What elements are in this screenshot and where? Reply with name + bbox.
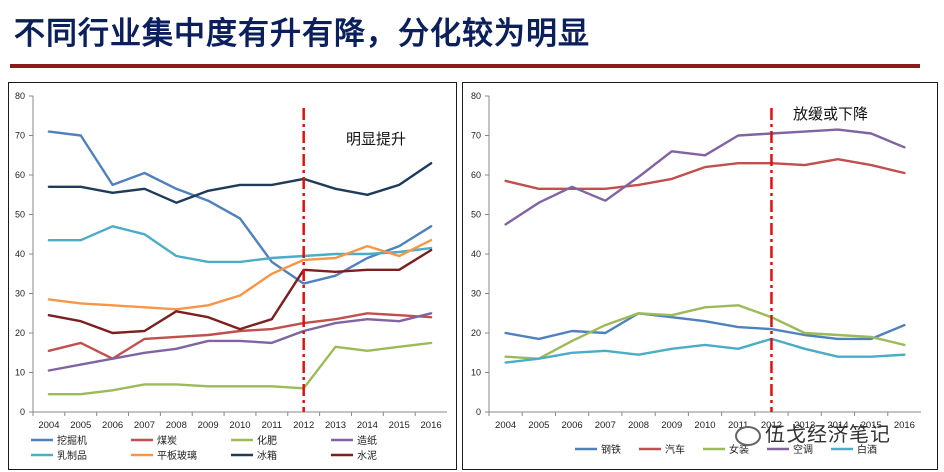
x-tick-label: 2015 [861,420,882,431]
x-tick-label: 2012 [761,420,782,431]
line-chart-falling: 0 10 20 30 40 50 60 70 80 2004 2005 2006 2007 2008 200… [471,91,921,456]
x-tick-label: 2005 [70,420,91,431]
x-tick-label: 2005 [528,420,549,431]
x-tick-label: 2010 [694,420,715,431]
x-tick-label: 2010 [229,420,250,431]
legend-label: 造纸 [357,434,377,447]
watermark-text: 伍戈经济笔记 [765,422,891,446]
x-tick-label: 2009 [198,420,219,431]
x-tick-label: 2008 [166,420,187,431]
series-line-chart0-7 [47,248,433,335]
x-tick-label: 2004 [38,420,59,431]
y-tick-label: 10 [471,368,481,378]
series-line-chart1-3 [504,128,906,226]
series-line-chart0-0 [47,130,433,285]
chart-annotation: 明显提升 [346,130,406,148]
line-chart-rising: 0 10 20 30 40 50 60 70 80 2004 2005 2006 2007 2008 200… [15,91,447,462]
y-tick-label: 70 [15,131,25,141]
wechat-icon [735,425,761,446]
series-line-chart1-1 [504,157,906,191]
y-tick-label: 0 [20,407,25,417]
y-tick-label: 60 [15,170,25,180]
x-tick-label: 2006 [102,420,123,431]
y-tick-label: 40 [471,249,481,259]
legend-label: 水泥 [357,449,377,462]
x-tick-label: 2014 [827,420,848,431]
y-tick-label: 10 [15,368,25,378]
x-tick-label: 2015 [389,420,410,431]
y-tick-label: 40 [15,249,25,259]
y-tick-label: 20 [471,328,481,338]
x-tick-label: 2007 [134,420,155,431]
x-tick-label: 2013 [325,420,346,431]
series-line-chart1-0 [504,312,906,341]
y-tick-label: 70 [471,131,481,141]
x-tick-label: 2016 [894,420,915,431]
series-line-chart1-2 [504,304,906,360]
y-tick-label: 0 [476,407,481,417]
legend-label: 煤炭 [157,434,177,447]
series-line-chart0-4 [47,225,433,264]
legend-label: 钢铁 [601,443,621,456]
x-tick-label: 2011 [262,420,282,431]
x-tick-label: 2007 [595,420,616,431]
series-line-chart0-5 [47,238,433,311]
series-line-chart0-2 [47,341,433,396]
x-tick-label: 2016 [421,420,442,431]
legend-label: 平板玻璃 [157,449,197,462]
y-tick-label: 50 [471,210,481,220]
x-tick-label: 2008 [628,420,649,431]
chart-panel-rising: 0 10 20 30 40 50 60 70 80 2004 2005 2006 2007 2008 200… [8,82,457,470]
legend-label: 冰箱 [257,449,277,462]
y-tick-label: 30 [471,289,481,299]
legend-label: 空调 [793,443,813,456]
legend-label: 化肥 [257,434,277,447]
y-tick-label: 30 [15,289,25,299]
y-tick-label: 80 [15,91,25,101]
y-tick-label: 80 [471,91,481,101]
x-tick-label: 2013 [794,420,815,431]
legend-label: 汽车 [665,443,685,456]
chart-annotation: 放缓或下降 [793,105,868,123]
legend-label: 白酒 [857,443,877,456]
legend-label: 女装 [729,443,749,456]
watermark: 伍戈经济笔记 [735,418,891,447]
x-tick-label: 2006 [562,420,583,431]
series-line-chart1-4 [504,337,906,364]
x-tick-label: 2014 [357,420,378,431]
page-title: 不同行业集中度有升有降，分化较为明显 [14,16,590,51]
chart-panel-falling: 0 10 20 30 40 50 60 70 80 2004 2005 2006 2007 2008 200… [462,82,938,470]
x-tick-label: 2004 [495,420,516,431]
y-tick-label: 60 [471,170,481,180]
series-line-chart0-6 [47,161,433,204]
legend-label: 挖掘机 [57,434,87,447]
x-tick-label: 2012 [293,420,314,431]
y-tick-label: 20 [15,328,25,338]
x-tick-label: 2011 [728,420,748,431]
legend-label: 乳制品 [57,449,87,462]
title-divider [10,64,920,68]
x-tick-label: 2009 [661,420,682,431]
series-line-chart0-3 [47,312,433,372]
y-tick-label: 50 [15,210,25,220]
